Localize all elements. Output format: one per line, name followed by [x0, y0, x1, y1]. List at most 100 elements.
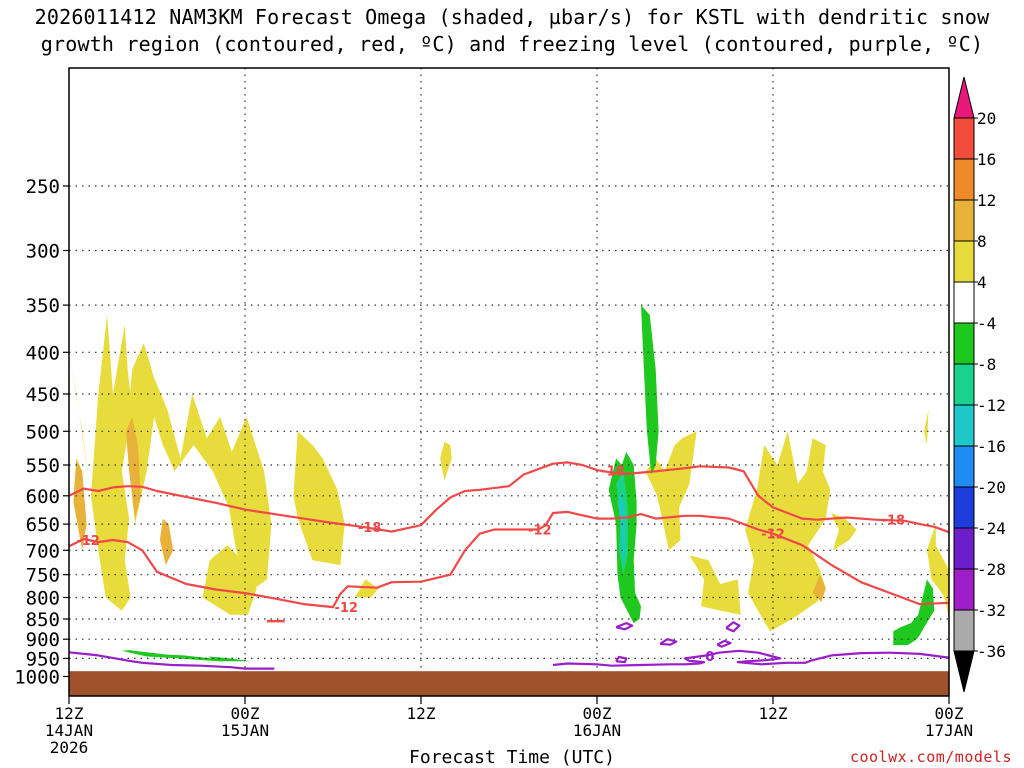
freezing-contour-1 — [552, 649, 949, 667]
freezing-contour-0 — [69, 651, 275, 670]
x-tick-label-1-1: 15JAN — [221, 721, 269, 740]
colorbar-swatch-0 — [953, 76, 975, 119]
grid-lines — [69, 68, 949, 696]
colorbar-label-7: -12 — [977, 396, 1006, 415]
colorbar-swatch-6 — [953, 322, 975, 365]
colorbar-label-9: -20 — [977, 478, 1006, 497]
omega-shade-2-3 — [893, 579, 935, 646]
freezing-contour-5 — [615, 621, 634, 631]
colorbar-swatch-3 — [953, 199, 975, 242]
freezing-label-1-0: 0 — [705, 650, 714, 665]
y-tick-label-800: 800 — [26, 588, 60, 610]
y-tick-label-1000: 1000 — [14, 667, 60, 689]
omega-shade-1-2 — [159, 518, 174, 566]
y-tick-label-600: 600 — [26, 486, 60, 508]
colorbar-label-0: 20 — [977, 109, 996, 128]
x-tick-label-1-0: 00Z — [231, 704, 260, 723]
colorbar-label-6: -8 — [977, 355, 996, 374]
colorbar-swatch-14 — [953, 650, 975, 693]
colorbar-swatch-9 — [953, 445, 975, 488]
colorbar-label-11: -28 — [977, 560, 1006, 579]
colorbar-swatch-11 — [953, 527, 975, 570]
x-tick-label-5-0: 00Z — [935, 704, 964, 723]
y-tick-label-550: 550 — [26, 455, 60, 477]
y-tick-label-500: 500 — [26, 421, 60, 443]
omega-shade-0-3 — [293, 431, 345, 566]
chart-title-line1: 2026011412 NAM3KM Forecast Omega (shaded… — [34, 5, 990, 29]
colorbar-label-12: -32 — [977, 601, 1006, 620]
chart-title: 2026011412 NAM3KM Forecast Omega (shaded… — [0, 4, 1024, 58]
y-tick-label-700: 700 — [26, 540, 60, 562]
y-tick-label-850: 850 — [26, 609, 60, 631]
omega-shade-4-0 — [617, 495, 625, 561]
colorbar-label-4: 4 — [977, 273, 987, 292]
terrain — [69, 671, 949, 696]
plot-frame — [68, 67, 950, 697]
dendritic-label-1-2: -12 — [528, 524, 552, 539]
colorbar-label-5: -4 — [977, 314, 996, 333]
y-tick-label-900: 900 — [26, 629, 60, 651]
colorbar: 20 16 12 8 4 -4 -8 -12 -16 -20 -24 -28 -32 -36 — [953, 76, 1006, 693]
colorbar-swatch-7 — [953, 363, 975, 406]
colorbar-label-13: -36 — [977, 642, 1006, 661]
colorbar-label-3: 8 — [977, 232, 987, 251]
colorbar-swatch-10 — [953, 486, 975, 529]
colorbar-swatch-12 — [953, 568, 975, 611]
x-tick-label-0-0: 12Z — [55, 704, 84, 723]
dendritic-label-1-0: -12 — [76, 534, 100, 549]
omega-shade-2-2 — [121, 650, 251, 662]
colorbar-label-10: -24 — [977, 519, 1006, 538]
omega-shade-0-11 — [924, 409, 929, 446]
y-tick-label-250: 250 — [26, 176, 60, 198]
colorbar-swatch-4 — [953, 240, 975, 283]
y-tick-label-350: 350 — [26, 295, 60, 317]
x-tick-label-2-0: 12Z — [407, 704, 436, 723]
y-tick-label-400: 400 — [26, 342, 60, 364]
x-tick-label-4-0: 12Z — [759, 704, 788, 723]
omega-shade-1-1 — [126, 416, 141, 519]
terrain-fill — [69, 671, 949, 696]
footer-credit: coolwx.com/models — [849, 748, 1012, 766]
omega-shading — [69, 305, 949, 662]
omega-shade-1-3 — [812, 574, 826, 602]
omega-shade-0-5 — [440, 441, 452, 481]
y-tick-label-300: 300 — [26, 241, 60, 263]
colorbar-swatch-1 — [953, 117, 975, 160]
dendritic-label-1-1: -12 — [334, 601, 358, 616]
x-axis-title: Forecast Time (UTC) — [409, 747, 615, 768]
y-tick-label-650: 650 — [26, 514, 60, 536]
y-tick-label-450: 450 — [26, 384, 60, 406]
dendritic-label-1-3: -12 — [761, 528, 785, 543]
dendritic-contour-0 — [69, 461, 949, 534]
omega-shade-0-10 — [927, 524, 949, 619]
omega-shade-0-0 — [69, 315, 133, 611]
colorbar-swatch-5 — [953, 281, 975, 324]
x-tick-label-3-1: 16JAN — [573, 721, 621, 740]
chart-title-line2: growth region (contoured, red, ºC) and f… — [40, 32, 984, 56]
colorbar-swatch-13 — [953, 609, 975, 652]
x-tick-label-0-2: 2026 — [50, 738, 89, 757]
x-tick-label-3-0: 00Z — [583, 704, 612, 723]
colorbar-label-8: -16 — [977, 437, 1006, 456]
omega-shade-0-4 — [355, 579, 379, 598]
contours: -18 -18 -18 -12 -12 -12 -12 0 — [69, 461, 949, 670]
colorbar-label-1: 16 — [977, 150, 996, 169]
freezing-contour-3 — [659, 638, 678, 646]
colorbar-label-2: 12 — [977, 191, 996, 210]
y-tick-label-750: 750 — [26, 565, 60, 587]
freezing-contour-6 — [615, 655, 628, 664]
dendritic-label-0-1: -18 — [601, 465, 625, 480]
colorbar-swatch-8 — [953, 404, 975, 447]
omega-shade-0-9 — [831, 513, 857, 551]
omega-shade-0-8 — [745, 431, 831, 632]
omega-shade-0-6 — [645, 431, 697, 551]
colorbar-swatch-2 — [953, 158, 975, 201]
dendritic-label-0-0: -18 — [358, 521, 382, 536]
omega-shade-0-2 — [202, 545, 257, 615]
dendritic-label-0-2: -18 — [882, 514, 906, 529]
x-tick-label-0-1: 14JAN — [45, 721, 93, 740]
freezing-contour-4 — [725, 621, 741, 633]
dendritic-contour-1 — [69, 510, 949, 609]
